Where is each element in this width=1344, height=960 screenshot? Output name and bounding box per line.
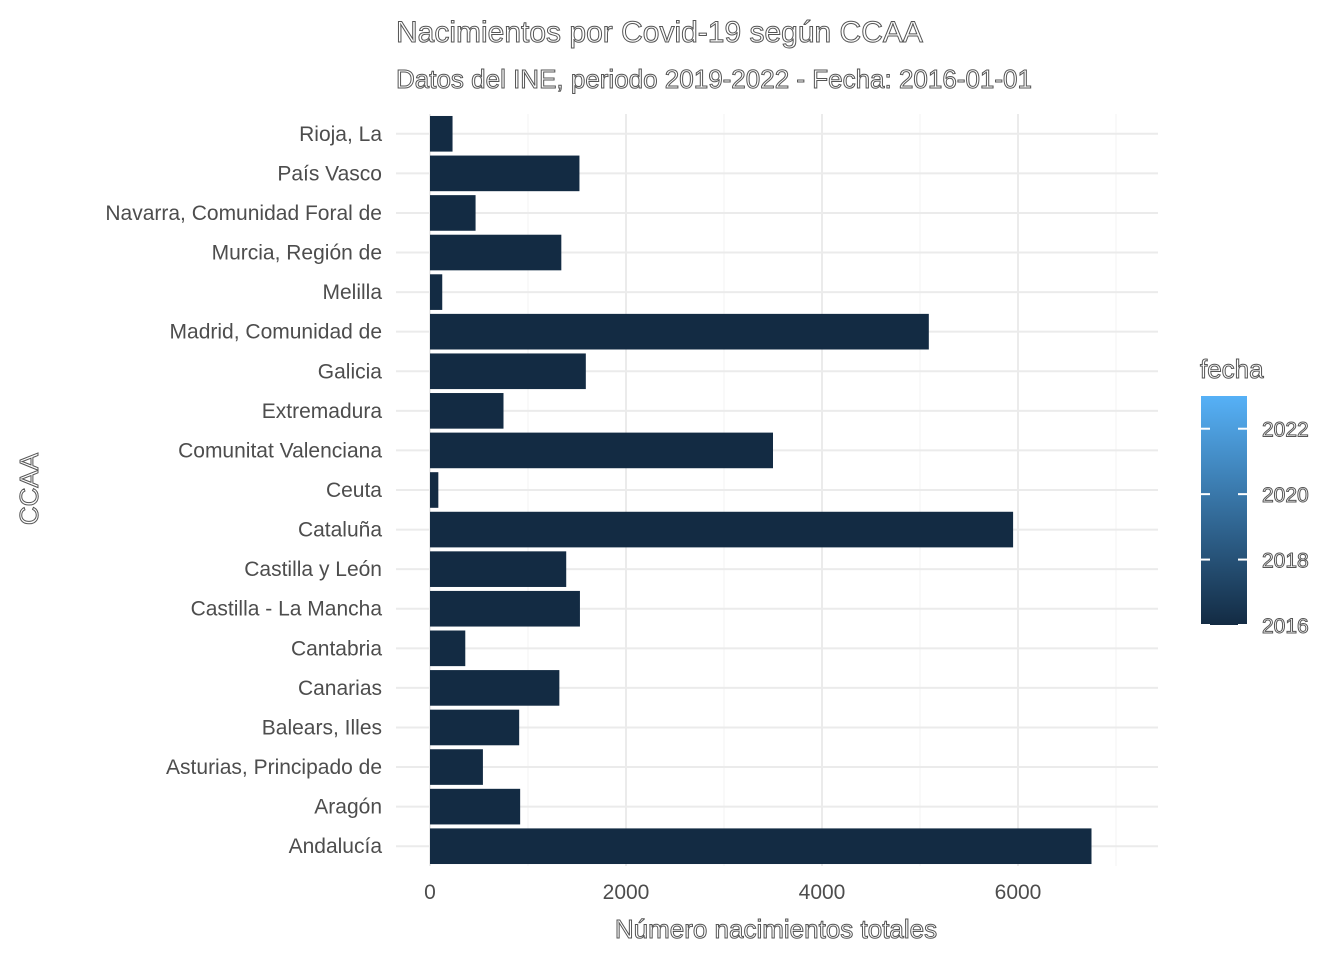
y-tick-label: Cantabria <box>291 637 382 660</box>
legend-label: 2022 <box>1262 419 1309 442</box>
y-tick-label: Cataluña <box>298 519 382 542</box>
chart-title: Nacimientos por Covid-19 según CCAA <box>396 16 923 49</box>
y-tick-label: Andalucía <box>289 835 383 858</box>
legend-label: 2020 <box>1262 484 1309 507</box>
bar <box>430 274 443 310</box>
legend-colorbar <box>1201 396 1247 625</box>
bar <box>430 590 580 627</box>
y-tick-label: Melilla <box>322 281 382 304</box>
legend-label: 2016 <box>1262 615 1309 638</box>
y-tick-label: Balears, Illes <box>262 716 382 739</box>
y-tick-label: Castilla y León <box>244 558 382 581</box>
legend-ticks: 2022 2020 2018 2016 <box>1201 418 1309 639</box>
y-tick-label: Ceuta <box>326 479 382 502</box>
bar <box>430 788 521 825</box>
bar <box>430 393 504 429</box>
chart-subtitle: Datos del INE, periodo 2019-2022 - Fecha… <box>396 64 1032 94</box>
bar <box>430 511 1014 548</box>
y-tick-label: Asturias, Principado de <box>166 756 382 779</box>
legend-title: fecha <box>1200 354 1264 384</box>
bar <box>430 472 439 508</box>
y-tick-label: Madrid, Comunidad de <box>170 321 382 344</box>
legend: fecha 2022 2020 2018 2016 <box>1200 354 1310 639</box>
y-tick-label: Murcia, Región de <box>212 242 382 265</box>
gridlines <box>396 114 1158 866</box>
bar <box>430 313 929 350</box>
x-axis-ticks: 0 2000 4000 6000 <box>424 881 1041 904</box>
x-tick-label: 4000 <box>799 881 846 904</box>
y-tick-label: Galicia <box>318 360 383 383</box>
y-tick-label: Canarias <box>298 677 382 700</box>
bar <box>430 709 520 746</box>
y-axis-title: CCAA <box>14 452 44 525</box>
y-tick-label: Comunitat Valenciana <box>178 439 382 462</box>
bar <box>430 749 483 785</box>
bar <box>430 155 580 192</box>
y-tick-label: Rioja, La <box>299 123 382 146</box>
legend-label: 2018 <box>1262 550 1309 573</box>
bar <box>430 551 567 587</box>
bar <box>430 195 476 231</box>
bar <box>430 234 562 271</box>
x-tick-label: 0 <box>424 881 436 904</box>
y-axis-ticks: Andalucía Aragón Asturias, Principado de Ba… <box>105 123 382 858</box>
x-tick-label: 6000 <box>995 881 1042 904</box>
bar <box>430 432 773 469</box>
x-tick-label: 2000 <box>603 881 650 904</box>
y-tick-label: Aragón <box>314 796 382 819</box>
y-tick-label: País Vasco <box>277 162 382 185</box>
bar <box>430 630 466 667</box>
bar <box>430 115 453 152</box>
bars <box>430 115 1092 865</box>
y-tick-label: Navarra, Comunidad Foral de <box>105 202 382 225</box>
bar <box>430 828 1092 865</box>
bar <box>430 353 586 390</box>
x-axis-title: Número nacimientos totales <box>615 914 937 944</box>
y-tick-label: Castilla - La Mancha <box>191 598 383 621</box>
bar <box>430 670 560 706</box>
y-tick-label: Extremadura <box>262 400 383 423</box>
